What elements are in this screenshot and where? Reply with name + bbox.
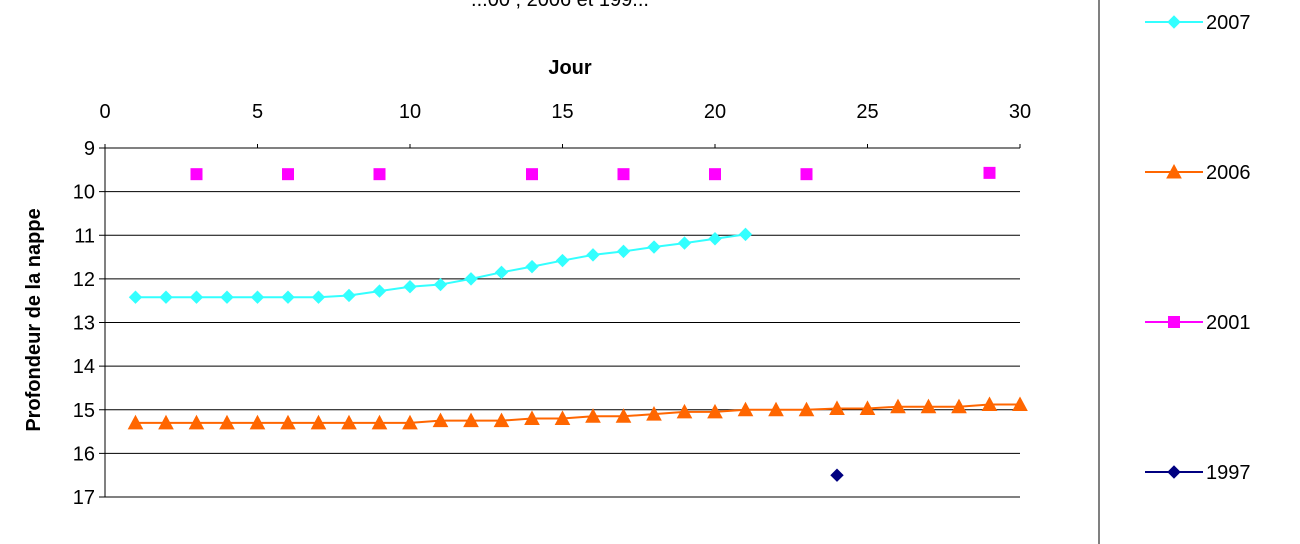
axes: 9 10 11 12 13 14 15 16 17 0 5 10 15 20 25 30 — [73, 101, 1031, 509]
x-tick-label: 30 — [1009, 101, 1031, 123]
data-point-2007 — [465, 273, 477, 285]
legend-label: 1997 — [1206, 462, 1251, 484]
data-point-2007 — [252, 291, 264, 303]
y-tick-label: 17 — [73, 487, 95, 509]
y-tick-label: 14 — [73, 356, 95, 378]
data-point-2007 — [496, 266, 508, 278]
y-tick-label: 11 — [74, 225, 95, 247]
data-point-2007 — [282, 291, 294, 303]
data-point-2001 — [709, 168, 721, 180]
data-point-2007 — [648, 241, 660, 253]
grid — [105, 148, 1020, 497]
data-point-2007 — [343, 289, 355, 301]
legend-marker-1997 — [1168, 466, 1180, 478]
data-point-2007 — [191, 291, 203, 303]
data-point-2007 — [587, 249, 599, 261]
y-tick-label: 16 — [73, 443, 95, 465]
x-tick-label: 20 — [704, 101, 726, 123]
data-point-2001 — [282, 168, 294, 180]
data-point-2007 — [435, 279, 447, 291]
data-point-1997 — [831, 469, 843, 481]
data-point-2007 — [130, 291, 142, 303]
data-point-2007 — [618, 245, 630, 257]
data-point-2001 — [984, 167, 996, 179]
data-point-2007 — [160, 291, 172, 303]
legend: 2007 2006 2001 1997 — [1145, 12, 1251, 484]
series-2001 — [191, 167, 996, 180]
data-point-2007 — [526, 261, 538, 273]
y-tick-label: 10 — [73, 182, 95, 204]
legend-label: 2001 — [1206, 312, 1251, 334]
legend-marker-2007 — [1168, 16, 1180, 28]
data-point-2001 — [801, 168, 813, 180]
data-point-2007 — [740, 228, 752, 240]
data-point-2007 — [679, 237, 691, 249]
legend-label: 2006 — [1206, 162, 1251, 184]
data-point-2001 — [526, 168, 538, 180]
data-point-2001 — [191, 168, 203, 180]
y-tick-label: 9 — [84, 138, 95, 160]
chart-title: ...00 , 2006 et 199... — [471, 0, 649, 11]
x-tick-label: 5 — [252, 101, 263, 123]
legend-item-1997: 1997 — [1145, 462, 1251, 484]
legend-item-2007: 2007 — [1145, 12, 1251, 34]
series-2007 — [130, 228, 752, 303]
y-tick-label: 15 — [73, 400, 95, 422]
data-point-2007 — [557, 255, 569, 267]
x-axis-title: Jour — [548, 57, 592, 79]
series-1997 — [831, 469, 843, 481]
legend-marker-2001 — [1168, 316, 1180, 328]
data-point-2007 — [221, 291, 233, 303]
y-tick-label: 13 — [73, 313, 95, 335]
x-tick-label: 15 — [551, 101, 573, 123]
x-tick-label: 25 — [856, 101, 878, 123]
y-axis-title: Profondeur de la nappe — [23, 208, 45, 431]
series-2006 — [129, 398, 1028, 429]
legend-label: 2007 — [1206, 12, 1251, 34]
x-tick-label: 0 — [99, 101, 110, 123]
data-point-2007 — [374, 285, 386, 297]
data-point-2007 — [404, 281, 416, 293]
x-tick-label: 10 — [399, 101, 421, 123]
legend-item-2001: 2001 — [1145, 312, 1251, 334]
data-point-2007 — [313, 291, 325, 303]
data-point-2001 — [374, 168, 386, 180]
legend-item-2006: 2006 — [1145, 162, 1251, 184]
series-line-2006 — [136, 405, 1021, 423]
series-layer — [129, 167, 1028, 481]
data-point-2007 — [709, 233, 721, 245]
y-tick-label: 12 — [73, 269, 95, 291]
data-point-2001 — [618, 168, 630, 180]
